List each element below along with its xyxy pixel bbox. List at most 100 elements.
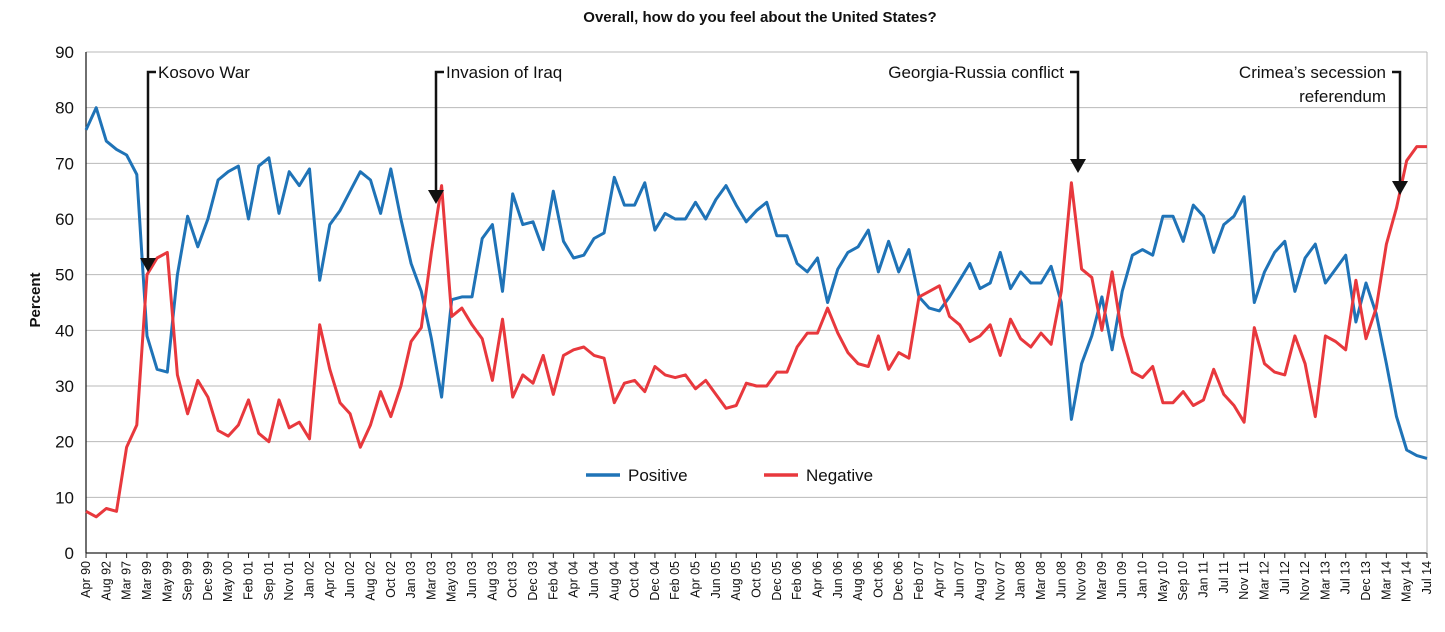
x-tick-label: May 14: [1400, 561, 1414, 602]
legend-item-negative: Negative: [764, 466, 873, 485]
x-tick-label: Sep 99: [181, 561, 195, 601]
x-tick-label: Mar 14: [1379, 561, 1393, 600]
x-tick-label: Jul 13: [1339, 561, 1353, 594]
x-tick-label: Dec 06: [892, 561, 906, 601]
annotation-arrowhead: [1392, 181, 1408, 195]
x-tick-label: Oct 04: [628, 561, 642, 598]
x-tick-label: Jun 09: [1115, 561, 1129, 599]
annotation-arrowhead: [1070, 159, 1086, 173]
annotation-label: Invasion of Iraq: [446, 63, 562, 82]
annotation-arrowhead: [428, 190, 444, 204]
annotation-georgia: Georgia-Russia conflict: [888, 63, 1086, 173]
y-tick-label: 50: [55, 266, 74, 285]
legend-label: Negative: [806, 466, 873, 485]
x-tick-label: Apr 02: [323, 561, 337, 598]
x-tick-label: Aug 07: [973, 561, 987, 601]
y-tick-labels: 0 10 20 30 40 50 60 70 80 90: [55, 43, 74, 563]
y-tick-label: 90: [55, 43, 74, 62]
annotation-label: Crimea’s secession: [1239, 63, 1386, 82]
x-tick-label: Aug 92: [99, 561, 113, 601]
annotation-iraq: Invasion of Iraq: [428, 63, 562, 204]
annotation-arrow-line: [146, 70, 156, 262]
y-axis-label: Percent: [27, 272, 44, 327]
x-tick-label: Apr 06: [810, 561, 824, 598]
x-tick-label: Apr 05: [689, 561, 703, 598]
x-tick-label: Dec 99: [201, 561, 215, 601]
x-tick-label: Feb 05: [668, 561, 682, 600]
y-tick-label: 40: [55, 321, 74, 340]
x-tick-label: Nov 11: [1237, 561, 1251, 600]
x-tick-label: May 10: [1156, 561, 1170, 602]
series-lines: [84, 106, 1428, 519]
x-tick-label: Dec 04: [648, 561, 662, 601]
x-tick-labels: Apr 90 Aug 92 Mar 97 Mar 99 May 99 Sep 99 Dec …: [79, 553, 1434, 602]
x-tick-label: Jan 02: [303, 561, 317, 599]
chart-title: Overall, how do you feel about the Unite…: [583, 9, 936, 26]
gridlines: [85, 51, 1428, 554]
x-tick-label: May 03: [445, 561, 459, 602]
y-tick-label: 70: [55, 154, 74, 173]
x-tick-label: Jan 10: [1136, 561, 1150, 599]
x-tick-label: Aug 05: [729, 561, 743, 601]
x-tick-label: Aug 02: [363, 561, 377, 601]
annotations: Kosovo War Invasion of Iraq Georgia-Russia…: [140, 63, 1408, 272]
annotation-label: Georgia-Russia conflict: [888, 63, 1064, 82]
x-tick-label: Apr 04: [567, 561, 581, 598]
x-tick-label: Aug 04: [607, 561, 621, 601]
x-tick-label: Mar 13: [1318, 561, 1332, 600]
annotation-label: referendum: [1299, 87, 1386, 106]
x-tick-label: Oct 03: [506, 561, 520, 598]
x-tick-label: Mar 08: [1034, 561, 1048, 600]
x-tick-label: Jun 06: [831, 561, 845, 599]
x-tick-label: Jul 11: [1217, 561, 1231, 593]
legend-item-positive: Positive: [586, 466, 688, 485]
x-tick-label: Jun 05: [709, 561, 723, 599]
annotation-kosovo: Kosovo War: [140, 63, 250, 272]
x-tick-label: Jan 08: [1014, 561, 1028, 599]
x-tick-label: Nov 12: [1298, 561, 1312, 601]
x-tick-label: Dec 03: [526, 561, 540, 601]
x-tick-label: Jan 03: [404, 561, 418, 599]
x-tick-label: Jun 07: [953, 561, 967, 599]
annotation-crimea: Crimea’s secession referendum: [1239, 63, 1408, 195]
series-line-negative: [85, 145, 1427, 519]
x-tick-label: Sep 10: [1176, 561, 1190, 601]
x-tick-label: Feb 07: [912, 561, 926, 600]
x-tick-label: Mar 09: [1095, 561, 1109, 600]
legend-label: Positive: [628, 466, 688, 485]
x-tick-label: Apr 07: [932, 561, 946, 598]
y-tick-label: 80: [55, 99, 74, 118]
annotation-arrow-line: [434, 70, 444, 194]
x-tick-label: Jun 03: [465, 561, 479, 599]
x-tick-label: Sep 01: [262, 561, 276, 601]
x-tick-label: Mar 99: [140, 561, 154, 600]
y-tick-label: 30: [55, 377, 74, 396]
x-tick-label: Apr 90: [79, 561, 93, 598]
x-tick-label: Jun 02: [343, 561, 357, 599]
x-tick-label: Feb 04: [546, 561, 560, 600]
x-tick-label: Oct 05: [750, 561, 764, 598]
x-tick-label: Oct 06: [871, 561, 885, 598]
legend: Positive Negative: [586, 466, 873, 485]
series-line-positive: [84, 106, 1428, 460]
annotation-arrow-line: [1070, 70, 1080, 163]
x-tick-label: May 99: [160, 561, 174, 602]
y-tick-label: 0: [65, 544, 74, 563]
x-tick-label: Mar 97: [120, 561, 134, 600]
y-tick-label: 10: [55, 488, 74, 507]
x-tick-label: Jan 11: [1197, 561, 1211, 598]
x-tick-label: Mar 12: [1257, 561, 1271, 600]
x-tick-label: Aug 03: [485, 561, 499, 601]
x-tick-label: Jun 08: [1054, 561, 1068, 599]
x-tick-label: Feb 06: [790, 561, 804, 600]
x-tick-label: Dec 13: [1359, 561, 1373, 601]
annotation-label: Kosovo War: [158, 63, 250, 82]
x-tick-label: Feb 01: [242, 561, 256, 600]
x-tick-label: Jun 04: [587, 561, 601, 599]
x-tick-label: Oct 02: [384, 561, 398, 598]
x-tick-label: Nov 09: [1075, 561, 1089, 601]
x-tick-label: May 00: [221, 561, 235, 602]
x-tick-label: Nov 07: [993, 561, 1007, 601]
y-tick-label: 60: [55, 210, 74, 229]
